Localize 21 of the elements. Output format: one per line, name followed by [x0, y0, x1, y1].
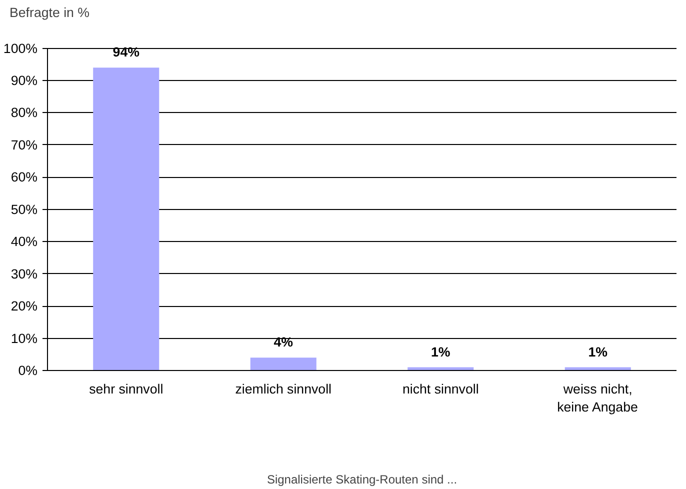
y-tick-label: 70% [10, 137, 38, 152]
y-tick-label: 0% [18, 363, 38, 378]
data-label: 1% [588, 344, 608, 360]
y-tick-label: 60% [10, 170, 38, 185]
bar [93, 68, 160, 370]
x-axis-title: Signalisierte Skating-Routen sind ... [266, 472, 458, 486]
y-axis-title: Befragte in % [10, 5, 90, 20]
y-tick-label: 10% [10, 330, 38, 346]
x-tick-label: ziemlich sinnvoll [235, 382, 332, 396]
x-tick-label: nicht sinnvoll [402, 382, 479, 396]
y-tick-label: 30% [10, 266, 38, 282]
y-tick-label: 90% [10, 73, 38, 88]
data-label: 1% [430, 344, 450, 360]
x-tick-label: sehr sinnvoll [89, 382, 164, 396]
bar [250, 358, 316, 370]
y-tick-label: 20% [10, 298, 38, 314]
y-tick-label: 50% [10, 202, 38, 217]
y-tick-label: 80% [10, 105, 38, 120]
y-tick-label: 40% [10, 234, 38, 250]
y-tick-label: 100% [3, 40, 38, 56]
x-tick-label: weiss nicht, keine Angabe [557, 382, 638, 414]
